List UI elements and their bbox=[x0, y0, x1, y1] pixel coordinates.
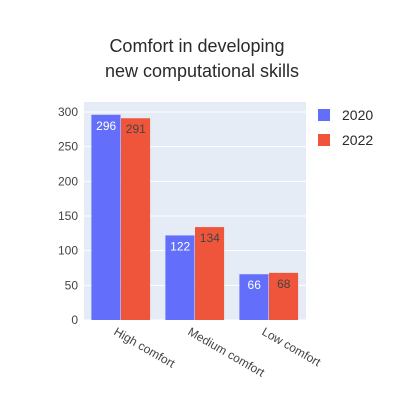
bars: 296 291 122 134 66 68 bbox=[91, 114, 299, 321]
y-tick-label: 0 bbox=[71, 313, 78, 327]
bar-2020-2[interactable] bbox=[239, 274, 269, 320]
bar-data-label: 291 bbox=[126, 122, 146, 136]
bar-2022-0[interactable] bbox=[121, 118, 151, 321]
y-tick-label: 50 bbox=[65, 278, 79, 292]
legend-swatch bbox=[318, 134, 330, 146]
bar-2022-2[interactable] bbox=[269, 272, 299, 320]
bar-2022-1[interactable] bbox=[195, 227, 225, 320]
chart-title: Comfort in developing new computational … bbox=[105, 36, 299, 81]
y-tick-label: 100 bbox=[58, 244, 78, 258]
bar-data-label: 66 bbox=[248, 278, 262, 292]
chart-title-line-1: Comfort in developing bbox=[109, 36, 284, 56]
y-tick-label: 200 bbox=[58, 174, 78, 188]
y-tick-label: 250 bbox=[58, 140, 78, 154]
bar-data-label: 68 bbox=[277, 277, 291, 291]
legend[interactable]: 2020 2022 bbox=[318, 107, 373, 148]
x-tick-label: High comfort bbox=[112, 324, 178, 370]
y-axis: 0 50 100 150 200 250 300 bbox=[58, 105, 78, 327]
legend-swatch bbox=[318, 109, 330, 121]
chart-title-line-2: new computational skills bbox=[105, 61, 299, 81]
legend-item-2022[interactable]: 2022 bbox=[318, 132, 373, 148]
bar-data-label: 296 bbox=[96, 119, 116, 133]
bar-data-label: 122 bbox=[170, 239, 190, 253]
bar-2020-0[interactable] bbox=[91, 114, 121, 320]
bar-data-label: 134 bbox=[200, 231, 220, 245]
legend-item-2020[interactable]: 2020 bbox=[318, 107, 373, 123]
x-tick-label: Low comfort bbox=[260, 324, 324, 369]
x-tick-label: Medium comfort bbox=[186, 324, 268, 379]
y-tick-label: 300 bbox=[58, 105, 78, 119]
legend-label: 2022 bbox=[342, 132, 373, 148]
legend-label: 2020 bbox=[342, 107, 373, 123]
bar-2020-1[interactable] bbox=[165, 235, 195, 320]
y-tick-label: 150 bbox=[58, 209, 78, 223]
